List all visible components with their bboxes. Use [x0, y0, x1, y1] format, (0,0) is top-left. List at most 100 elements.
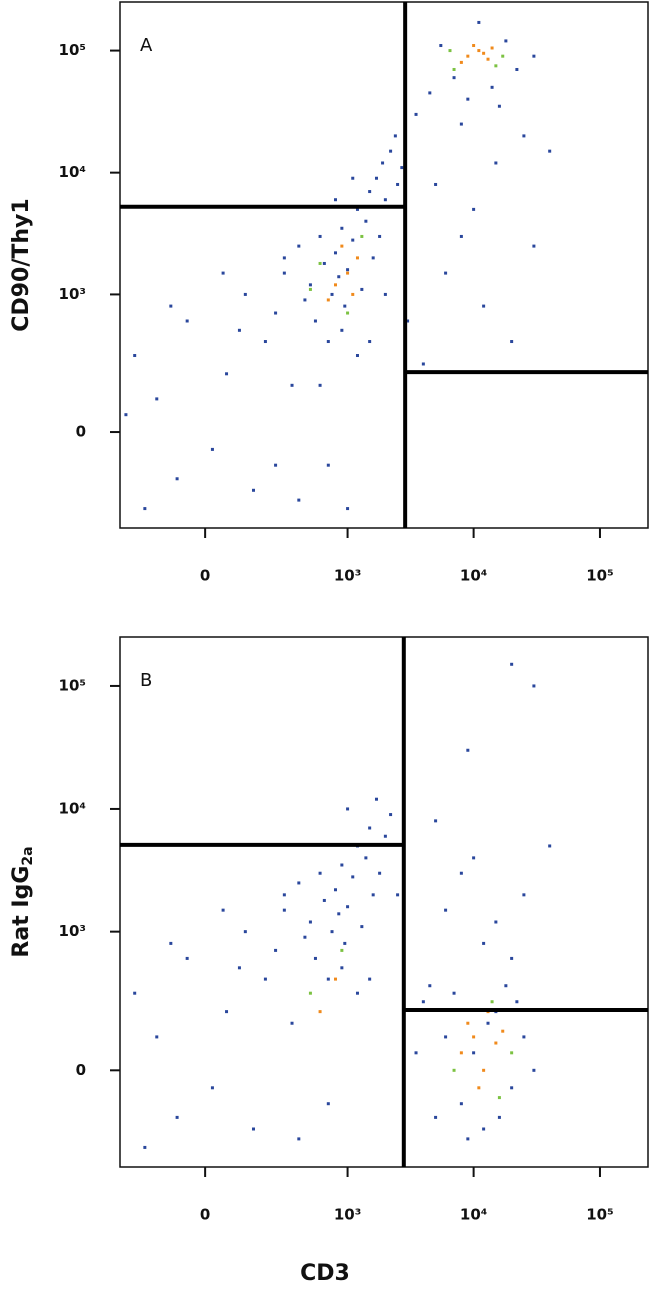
event-dot: [274, 948, 278, 952]
event-dot: [251, 488, 255, 492]
event-dot: [466, 54, 470, 58]
event-dot: [466, 748, 470, 752]
event-dot: [548, 844, 552, 848]
event-dot: [378, 871, 382, 875]
event-dot: [383, 292, 387, 296]
event-dot: [459, 871, 463, 875]
y-tick-label: 10³: [59, 285, 86, 303]
event-dot: [482, 51, 486, 55]
event-dot: [210, 1086, 214, 1090]
event-dot: [340, 328, 344, 332]
event-dot: [282, 893, 286, 897]
event-dot: [532, 54, 536, 58]
event-dot: [303, 298, 307, 302]
event-dot: [326, 1102, 330, 1106]
event-dot: [330, 292, 334, 296]
event-dot: [340, 226, 344, 230]
event-dot: [155, 1035, 159, 1039]
event-dot: [326, 463, 330, 467]
event-dot: [368, 190, 372, 194]
event-dot: [532, 684, 536, 688]
event-dot: [313, 319, 317, 323]
panel-label: A: [140, 35, 153, 56]
event-dot: [472, 856, 476, 860]
event-dot: [360, 925, 364, 929]
event-dot: [389, 813, 393, 817]
event-dot: [477, 1086, 481, 1090]
event-dot: [452, 67, 456, 71]
event-dot: [434, 1115, 438, 1119]
event-dot: [371, 893, 375, 897]
event-dot: [522, 134, 526, 138]
event-dot: [510, 340, 514, 344]
event-dot: [346, 807, 350, 811]
event-dot: [221, 908, 225, 912]
event-dot: [326, 977, 330, 981]
event-dot: [459, 60, 463, 64]
event-dot: [396, 893, 400, 897]
event-dot: [251, 1127, 255, 1131]
event-dot: [308, 991, 312, 995]
event-dot: [318, 383, 322, 387]
event-dot: [308, 287, 312, 291]
y-tick-label: 10³: [59, 922, 86, 940]
event-dot: [333, 251, 337, 255]
x-tick-label: 10³: [334, 1206, 361, 1224]
event-dot: [169, 941, 173, 945]
event-dot: [497, 1096, 501, 1100]
event-dot: [383, 198, 387, 202]
event-dot: [482, 1127, 486, 1131]
event-dot: [383, 834, 387, 838]
x-tick-label: 10⁴: [460, 1206, 487, 1224]
event-dot: [459, 1051, 463, 1055]
event-dot: [368, 977, 372, 981]
event-dot: [343, 941, 347, 945]
event-dot: [308, 283, 312, 287]
event-dot: [459, 1102, 463, 1106]
event-dot: [303, 935, 307, 939]
event-dot: [414, 112, 418, 116]
event-dot: [532, 1068, 536, 1072]
y-axis-label-main: CD90/Thy1: [9, 198, 34, 331]
event-dot: [510, 956, 514, 960]
event-dot: [333, 198, 337, 202]
event-dot: [482, 1068, 486, 1072]
event-dot: [522, 1035, 526, 1039]
event-dot: [428, 984, 432, 988]
event-dot: [510, 1086, 514, 1090]
event-dot: [340, 244, 344, 248]
event-dot: [501, 1029, 505, 1033]
event-dot: [497, 1115, 501, 1119]
event-dot: [355, 256, 359, 260]
event-dot: [282, 271, 286, 275]
x-axis-label: CD3: [300, 1261, 350, 1286]
event-dot: [510, 1051, 514, 1055]
event-dot: [494, 64, 498, 68]
event-dot: [389, 149, 393, 153]
event-dot: [355, 207, 359, 211]
event-dot: [472, 44, 476, 48]
event-dot: [434, 819, 438, 823]
event-dot: [274, 463, 278, 467]
event-dot: [504, 984, 508, 988]
event-dot: [364, 219, 368, 223]
event-dot: [400, 166, 404, 170]
event-dot: [346, 905, 350, 909]
event-dot: [297, 1137, 301, 1141]
event-dot: [371, 256, 375, 260]
event-dot: [421, 362, 425, 366]
event-dot: [466, 1137, 470, 1141]
event-dot: [396, 182, 400, 186]
plot-frame: [119, 1, 649, 529]
event-dot: [322, 898, 326, 902]
event-dot: [225, 372, 229, 376]
event-dot: [313, 956, 317, 960]
event-dot: [351, 292, 355, 296]
y-tick-label: 10⁴: [59, 799, 86, 817]
event-dot: [448, 49, 452, 53]
event-dot: [263, 977, 267, 981]
event-dot: [355, 354, 359, 358]
event-dot: [406, 319, 410, 323]
event-dot: [374, 176, 378, 180]
